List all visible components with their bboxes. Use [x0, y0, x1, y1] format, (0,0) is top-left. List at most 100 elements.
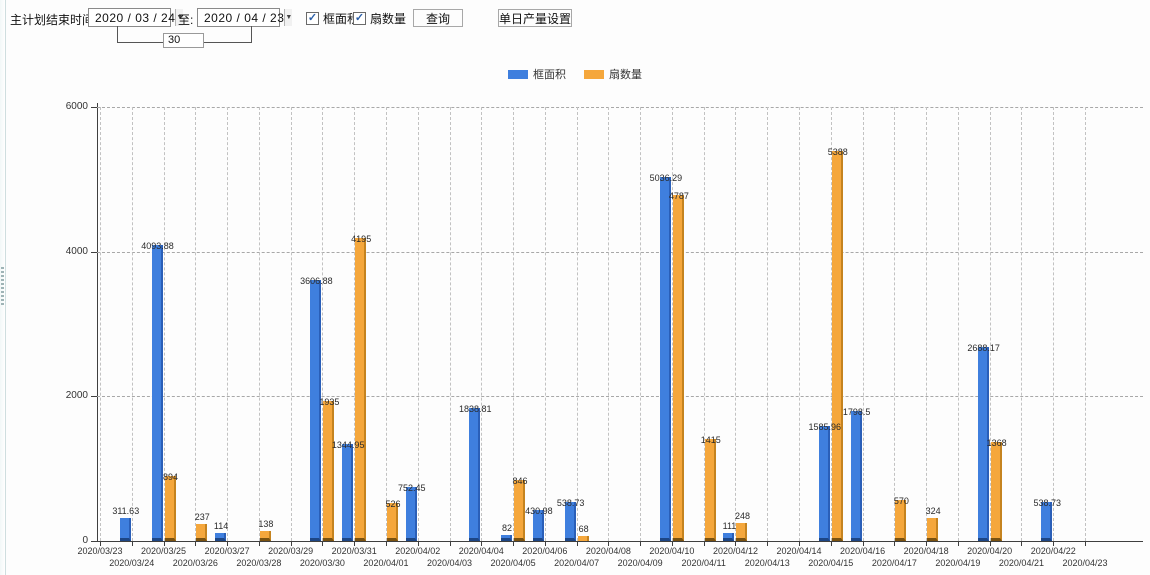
v-gridline — [830, 107, 832, 541]
bar-value-label: 538.73 — [556, 498, 585, 508]
y-tick — [91, 541, 97, 542]
x-tick-label: 2020/04/15 — [808, 558, 854, 568]
v-gridline — [449, 107, 451, 541]
bar-value-label: 526 — [385, 499, 401, 509]
x-tick — [894, 541, 896, 546]
bar-frame-area — [564, 502, 576, 541]
plan-end-time-label: 主计划结束时间: — [10, 13, 98, 27]
x-tick — [290, 541, 292, 546]
date-from-value: 2020 / 03 / 24 — [95, 10, 176, 25]
x-tick — [195, 541, 197, 546]
bar-fan-count — [831, 151, 843, 541]
x-tick-label: 2020/04/19 — [935, 558, 981, 568]
x-tick-label: 2020/03/24 — [109, 558, 155, 568]
interval-days-input[interactable]: 30 — [163, 33, 204, 48]
x-tick — [926, 541, 928, 546]
bar-fan-count — [196, 524, 208, 541]
bar-value-label: 1344.95 — [331, 440, 365, 450]
v-gridline — [926, 107, 928, 541]
v-gridline — [481, 107, 483, 541]
x-tick-label: 2020/04/10 — [649, 546, 695, 556]
chevron-down-icon[interactable]: ▼ — [284, 9, 293, 26]
x-tick-label: 2020/04/09 — [617, 558, 663, 568]
v-gridline — [735, 107, 737, 541]
bar-value-label: 538.73 — [1033, 498, 1061, 508]
x-tick — [417, 541, 419, 546]
x-tick — [862, 541, 864, 546]
x-tick — [1021, 541, 1023, 546]
date-to-picker[interactable]: 2020 / 04 / 23 ▼ — [197, 8, 293, 27]
x-tick-label: 2020/04/05 — [490, 558, 536, 568]
x-tick-label: 2020/04/14 — [776, 546, 822, 556]
x-tick-label: 2020/04/18 — [903, 546, 949, 556]
bar-frame-area — [532, 510, 544, 541]
bar-value-label: 430.98 — [525, 506, 553, 516]
bar-fan-count — [577, 536, 589, 541]
fan-count-swatch — [584, 69, 604, 79]
bar-value-label: 68 — [578, 524, 589, 534]
v-gridline — [1085, 107, 1086, 541]
bar-value-label: 311.63 — [112, 506, 140, 516]
bar-fan-count — [259, 531, 271, 541]
bar-value-label: 111 — [722, 521, 737, 531]
x-tick-label: 2020/04/11 — [681, 558, 726, 568]
bar-fan-count — [355, 238, 367, 541]
bar-fan-count — [386, 503, 398, 541]
x-tick — [163, 541, 165, 546]
query-button[interactable]: 查询 — [413, 9, 463, 27]
bar-value-label: 1798.5 — [842, 407, 871, 417]
h-gridline — [97, 396, 1143, 398]
v-gridline — [671, 107, 673, 541]
v-gridline — [989, 107, 991, 541]
checkbox-frame-area-label: 框面积 — [323, 12, 360, 26]
x-tick-label: 2020/04/13 — [744, 558, 790, 568]
v-gridline — [799, 107, 801, 541]
x-tick-label: 2020/04/03 — [426, 558, 473, 568]
x-tick — [735, 541, 737, 546]
bar-frame-area — [151, 245, 163, 541]
y-tick-label: 0 — [82, 535, 88, 546]
chevron-down-icon[interactable]: ▼ — [175, 9, 184, 26]
v-gridline — [1021, 107, 1023, 541]
x-tick-label: 2020/04/12 — [712, 546, 758, 556]
v-gridline — [195, 107, 197, 541]
bar-fan-count — [895, 500, 907, 541]
bar-value-label: 5388 — [827, 147, 848, 157]
bar-value-label: 894 — [163, 472, 179, 482]
x-tick-label: 2020/03/26 — [172, 558, 218, 568]
v-gridline — [640, 107, 642, 541]
y-tick-label: 4000 — [65, 245, 88, 257]
checkbox-frame-area[interactable]: ✓ 框面积 — [306, 10, 359, 27]
x-tick — [513, 541, 515, 546]
bar-value-label: 4195 — [351, 234, 372, 244]
bar-value-label: 82 — [502, 523, 513, 533]
date-to-value: 2020 / 04 / 23 — [204, 10, 285, 25]
v-gridline — [1053, 107, 1055, 541]
bar-value-label: 1585.96 — [808, 422, 842, 432]
v-gridline — [608, 107, 610, 541]
checkbox-fan-count-label: 扇数量 — [370, 12, 407, 26]
daily-output-settings-button[interactable]: 单日产量设置 — [498, 9, 572, 27]
x-tick-label: 2020/04/06 — [522, 546, 568, 556]
checkbox-fan-count[interactable]: ✓ 扇数量 — [353, 10, 406, 27]
bar-frame-area — [501, 535, 513, 541]
v-gridline — [544, 107, 546, 541]
bar-frame-area — [342, 444, 354, 541]
bar-value-label: 248 — [734, 511, 750, 521]
h-gridline — [97, 107, 1143, 108]
x-tick-label: 2020/04/01 — [363, 558, 409, 568]
checkmark-icon: ✓ — [353, 12, 366, 25]
date-from-picker[interactable]: 2020 / 03 / 24 ▼ — [88, 8, 184, 27]
x-tick — [576, 541, 578, 546]
x-tick-label: 2020/03/27 — [204, 546, 250, 556]
bar-value-label: 3606.88 — [300, 276, 333, 286]
legend-label: 框面积 — [533, 69, 566, 81]
v-gridline — [862, 107, 864, 541]
bar-fan-count — [704, 439, 716, 541]
v-gridline — [100, 107, 101, 541]
v-gridline — [163, 107, 165, 541]
x-tick-label: 2020/04/16 — [840, 546, 886, 556]
left-splitter[interactable] — [0, 0, 6, 575]
